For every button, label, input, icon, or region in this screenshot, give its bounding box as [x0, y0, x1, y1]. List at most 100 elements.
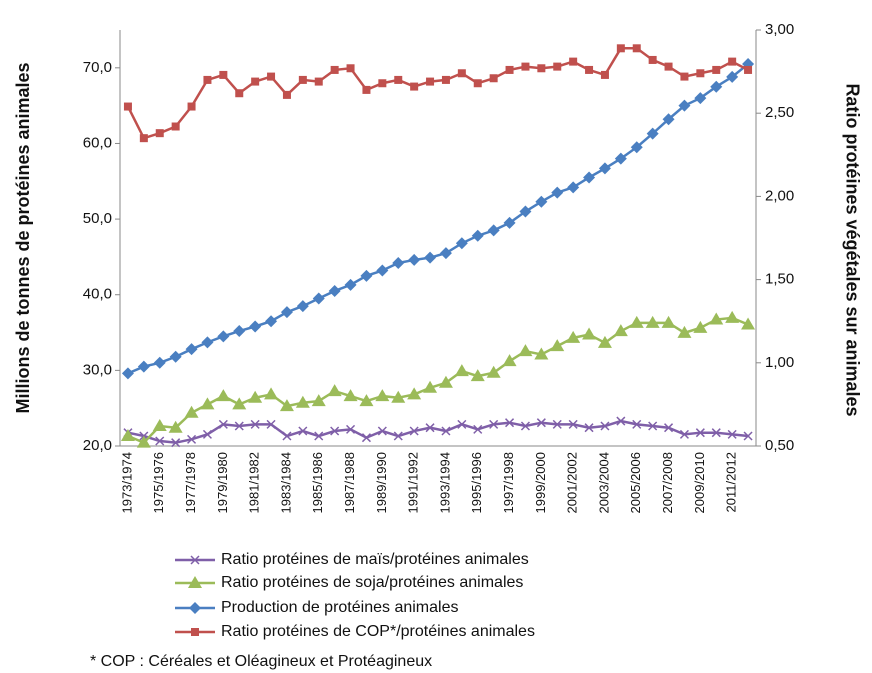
x-tick-label: 1999/2000 [533, 452, 548, 513]
data-point [614, 152, 627, 165]
data-point [664, 62, 673, 71]
data-point [249, 320, 262, 333]
data-point [344, 278, 357, 291]
data-point [664, 423, 674, 433]
data-point [569, 57, 578, 66]
data-point [296, 300, 309, 313]
data-point [327, 384, 342, 397]
x-tick-label: 1991/1992 [406, 452, 421, 513]
y-axis-title: Millions de tonnes de protéines animales [13, 62, 33, 413]
y-tick-label: 50,0 [83, 210, 112, 227]
data-point [645, 315, 660, 328]
data-point [584, 423, 594, 433]
legend-marker [189, 602, 201, 614]
data-point [613, 324, 628, 337]
data-point [521, 62, 530, 71]
x-tick-label: 2011/2012 [724, 452, 739, 513]
data-point [711, 428, 721, 438]
y2-tick-label: 2,50 [765, 104, 794, 121]
data-point [741, 317, 756, 330]
data-point [343, 389, 358, 402]
x-tick-label: 1985/1986 [310, 452, 325, 513]
y2-tick-label: 1,00 [765, 354, 794, 371]
data-point [457, 419, 467, 429]
data-point [679, 429, 689, 439]
data-point [662, 113, 675, 126]
data-point [568, 419, 578, 429]
data-point [457, 69, 466, 78]
data-point [712, 65, 721, 74]
data-point [408, 253, 421, 266]
data-point [312, 292, 325, 305]
data-point [267, 72, 276, 81]
data-point [185, 343, 198, 356]
x-tick-label: 2005/2006 [628, 452, 643, 513]
data-point [629, 315, 644, 328]
data-point [298, 75, 307, 84]
data-point [582, 327, 597, 340]
data-point [314, 77, 323, 86]
data-point [439, 247, 452, 260]
data-point [217, 330, 230, 343]
data-point [250, 419, 260, 429]
data-point [441, 426, 451, 436]
data-point [120, 429, 135, 442]
data-point [566, 330, 581, 343]
y-tick-label: 20,0 [83, 437, 112, 454]
data-point [235, 89, 244, 98]
data-point [362, 85, 371, 94]
x-tick-label: 1977/1978 [183, 452, 198, 513]
y2-tick-label: 2,00 [765, 187, 794, 204]
footnote: * COP : Céréales et Oléagineux et Protéa… [90, 653, 432, 670]
data-point [693, 320, 708, 333]
data-point [423, 380, 438, 393]
data-point [375, 389, 390, 402]
data-point [425, 423, 435, 433]
data-point [680, 72, 689, 81]
legend-label: Production de protéines animales [221, 599, 458, 616]
data-point [598, 162, 611, 175]
data-point [394, 75, 403, 84]
data-point [139, 134, 148, 143]
data-point [328, 284, 341, 297]
data-point [678, 99, 691, 112]
data-point [550, 339, 565, 352]
x-tick-label: 1993/1994 [437, 452, 452, 513]
data-point [616, 44, 625, 53]
data-point [551, 186, 564, 199]
data-point [376, 264, 389, 277]
data-point [187, 102, 196, 111]
x-tick-label: 2009/2010 [692, 452, 707, 513]
data-point [234, 421, 244, 431]
data-point [219, 70, 228, 79]
y-tick-label: 60,0 [83, 134, 112, 151]
data-point [600, 70, 609, 79]
x-tick-label: 1981/1982 [247, 452, 262, 513]
data-point [202, 429, 212, 439]
data-point [201, 336, 214, 349]
data-point [346, 64, 355, 73]
data-point [489, 74, 498, 83]
data-point [282, 90, 291, 99]
y-tick-label: 40,0 [83, 286, 112, 303]
data-point [203, 75, 212, 84]
data-point [155, 436, 165, 446]
x-tick-label: 1987/1988 [342, 452, 357, 513]
data-point [426, 77, 435, 86]
data-point [441, 75, 450, 84]
data-point [505, 418, 515, 428]
data-point [391, 390, 406, 403]
data-point [520, 421, 530, 431]
y2-tick-label: 3,00 [765, 21, 794, 38]
data-point [567, 181, 580, 194]
data-point [216, 389, 231, 402]
data-point [282, 431, 292, 441]
data-point [710, 80, 723, 93]
x-tick-label: 1979/1980 [215, 452, 230, 513]
data-point [630, 141, 643, 154]
data-point [392, 256, 405, 269]
data-point [694, 92, 707, 105]
data-point [251, 77, 260, 86]
data-point [677, 325, 692, 338]
